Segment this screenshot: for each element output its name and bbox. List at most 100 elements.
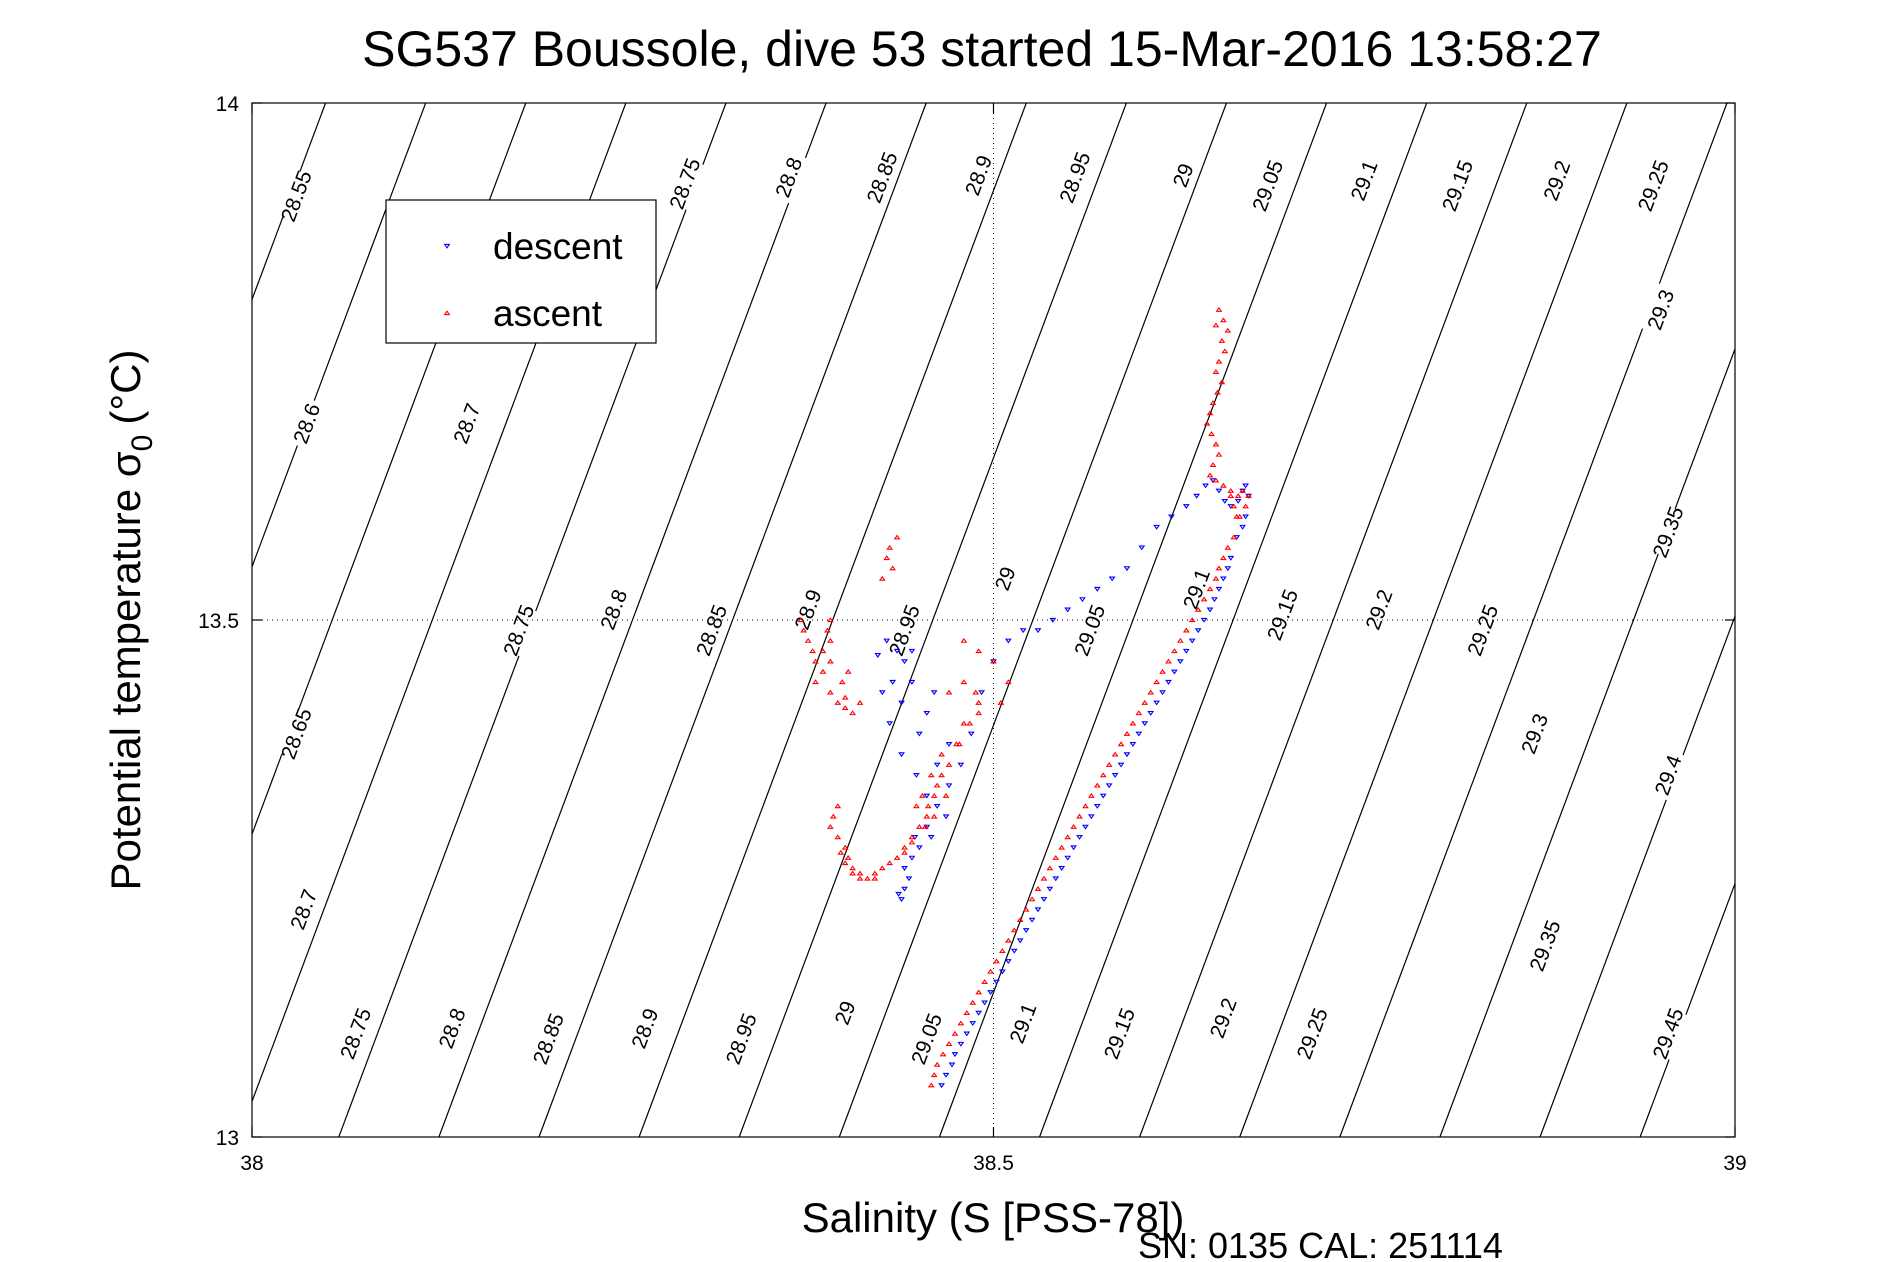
ascent-point [1215, 358, 1223, 364]
descent-point [1082, 824, 1089, 830]
sigma-contour-label-background [985, 551, 1026, 606]
descent-point [898, 700, 905, 706]
ascent-point [800, 627, 808, 633]
descent-point [1206, 607, 1214, 613]
sigma-contour-label-background [1641, 283, 1681, 337]
ascent-point [975, 699, 983, 705]
sigma-contour-label: 29.25 [1463, 602, 1503, 659]
ascent-point [1209, 462, 1217, 468]
sigma-contour-label: 29.2 [1540, 158, 1576, 204]
ascent-point [883, 555, 891, 561]
ascent-point [1147, 689, 1155, 695]
descent-point [1034, 628, 1042, 634]
descent-point [895, 891, 902, 897]
y-axis-label-main: Potential temperature σ [102, 451, 149, 890]
ascent-point [927, 1082, 935, 1088]
ascent-point [1082, 803, 1089, 809]
sigma-contour-label-background [528, 1012, 569, 1066]
descent-point [1211, 597, 1218, 603]
ascent-point [838, 679, 846, 685]
descent-point [1147, 710, 1155, 716]
ascent-point [960, 637, 968, 643]
ascent-point [1182, 627, 1190, 633]
ascent-point [1239, 487, 1247, 493]
descent-point [1188, 638, 1196, 644]
descent-point [948, 1062, 956, 1068]
ascent-point [921, 824, 929, 829]
x-axis-label: Salinity (S [PSS-78]) [802, 1194, 1185, 1241]
descent-point [957, 762, 965, 768]
sigma-contour-label: 28.8 [771, 154, 807, 200]
ascent-point [960, 720, 968, 726]
descent-point [1242, 483, 1249, 489]
sigma-contour-label: 29.2 [1362, 587, 1398, 633]
sigma-contour-line [1539, 616, 1736, 1138]
ascent-point [972, 689, 980, 695]
legend-box [385, 199, 657, 344]
sigma-contour-line [251, 102, 427, 567]
sigma-contour-label-background [907, 1012, 947, 1066]
ascent-point [1208, 431, 1215, 436]
ascent-point [834, 699, 842, 705]
descent-point [1070, 845, 1077, 851]
descent-point [1227, 555, 1235, 561]
ascent-point [1234, 493, 1242, 499]
sigma-contour-label-background [769, 150, 809, 205]
ascent-point [901, 849, 908, 855]
sigma-contour-label-background [1537, 153, 1577, 208]
ascent-point [812, 679, 819, 685]
ascent-point [1194, 606, 1202, 612]
sigma-contour-line [1239, 102, 1628, 1138]
sigma-contour-label-background [447, 396, 487, 451]
sigma-contour-line [1339, 102, 1728, 1138]
descent-point [963, 1031, 971, 1037]
ascent-point [856, 699, 864, 705]
descent-point [1176, 659, 1184, 665]
sigma-contour-label: 29.35 [1526, 917, 1566, 974]
sigma-contour-line [1038, 102, 1428, 1138]
descent-point [889, 679, 897, 685]
ascent-point [1219, 555, 1227, 561]
descent-point [1242, 514, 1249, 520]
descent-point [942, 814, 950, 820]
ascent-point [834, 834, 842, 840]
descent-point [1049, 617, 1057, 623]
ascent-point [844, 855, 852, 860]
ascent-point [1206, 410, 1214, 416]
descent-point [878, 690, 886, 696]
ascent-point [938, 751, 945, 757]
ascent-point [957, 1020, 965, 1026]
ascent-point [1188, 617, 1196, 623]
ascent-point [1230, 503, 1238, 509]
sigma-contour-label: 28.95 [1056, 149, 1096, 206]
sigma-contour-line [1139, 102, 1528, 1138]
sigma-contour-label: 28.95 [722, 1010, 762, 1067]
descent-point [1182, 504, 1190, 510]
descent-point [1123, 752, 1131, 758]
sigma-contour-label-background [721, 1012, 762, 1066]
legend-markers [443, 243, 451, 316]
y-axis-label-subscript: 0 [126, 435, 159, 452]
ascent-point [1212, 575, 1220, 581]
ascent-point [1076, 813, 1083, 819]
descent-point [883, 638, 891, 644]
sigma-contour-label: 29.3 [1517, 711, 1553, 757]
descent-point [912, 772, 920, 778]
descent-point [923, 710, 931, 716]
ascent-point [999, 948, 1006, 953]
descent-point [1111, 772, 1119, 778]
sigma-contour-label-background [862, 150, 902, 205]
descent-point [1064, 855, 1072, 861]
ascent-point [1230, 534, 1238, 540]
chart-title: SG537 Boussole, dive 53 started 15-Mar-2… [362, 21, 1602, 77]
ascent-point [864, 875, 871, 881]
legend-marker-ascent [443, 310, 451, 316]
ascent-point [1215, 565, 1223, 571]
sigma-contour-label-background [1292, 1006, 1332, 1061]
sigma-contour-label: 28.9 [961, 152, 997, 198]
sigma-contour-label: 29.15 [1100, 1005, 1140, 1062]
ascent-point [1087, 792, 1095, 798]
descent-point [1129, 741, 1137, 747]
serial-calibration-note: SN: 0135 CAL: 251114 [1138, 1225, 1503, 1262]
ascent-point [1105, 761, 1113, 767]
